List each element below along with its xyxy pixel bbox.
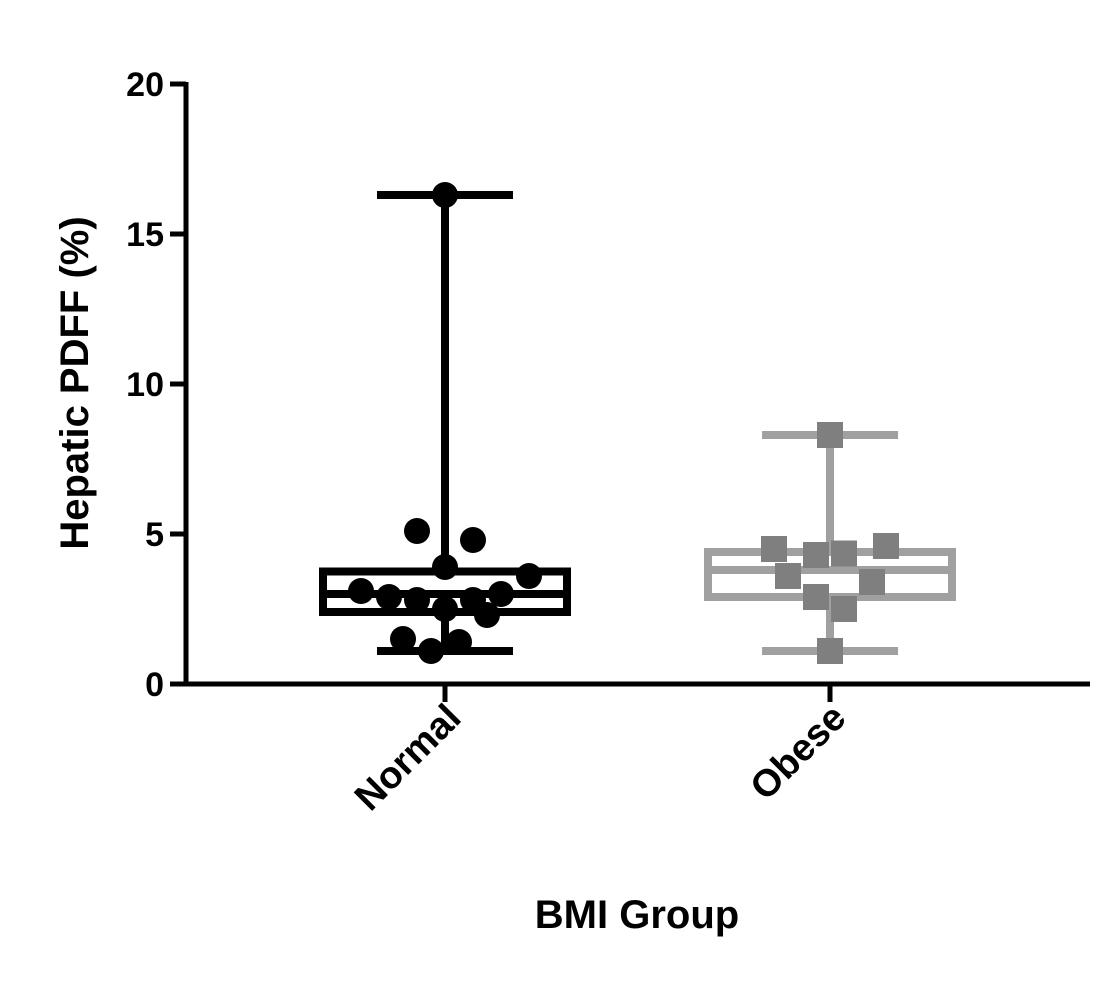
normal-point-13 bbox=[488, 581, 514, 607]
normal-point-8 bbox=[432, 596, 458, 622]
normal-point-5 bbox=[418, 638, 444, 664]
obese-point-7 bbox=[831, 596, 857, 622]
obese-box-iqr bbox=[704, 548, 956, 601]
normal-point-7 bbox=[432, 554, 458, 580]
normal-point-6 bbox=[432, 182, 458, 208]
y-axis-title: Hepatic PDFF (%) bbox=[53, 216, 97, 549]
obese-point-2 bbox=[803, 542, 829, 568]
obese-point-9 bbox=[873, 533, 899, 559]
x-tick-label-normal: Normal bbox=[347, 697, 469, 819]
normal-point-4 bbox=[390, 626, 416, 652]
x-tick-label-obese: Obese bbox=[743, 697, 855, 809]
obese-point-8 bbox=[859, 569, 885, 595]
obese-point-4 bbox=[817, 422, 843, 448]
obese-point-5 bbox=[817, 638, 843, 664]
obese-point-3 bbox=[803, 584, 829, 610]
y-tick-label-5: 5 bbox=[145, 516, 164, 554]
normal-point-10 bbox=[460, 527, 486, 553]
box-obese bbox=[704, 422, 956, 664]
y-tick-label-15: 15 bbox=[126, 216, 164, 254]
obese-point-1 bbox=[775, 563, 801, 589]
obese-point-6 bbox=[831, 540, 857, 567]
normal-point-12 bbox=[474, 602, 500, 628]
y-tick-label-0: 0 bbox=[145, 666, 164, 704]
obese-point-0 bbox=[761, 536, 787, 562]
y-tick-label-10: 10 bbox=[126, 366, 164, 404]
normal-point-9 bbox=[446, 629, 472, 655]
axes: 0 5 10 15 20 Normal Obese bbox=[126, 66, 1090, 819]
normal-point-3 bbox=[404, 587, 430, 613]
normal-point-2 bbox=[404, 518, 430, 544]
normal-point-14 bbox=[516, 563, 542, 589]
box-normal bbox=[319, 182, 571, 664]
normal-point-0 bbox=[348, 578, 374, 604]
plot-area bbox=[319, 182, 956, 664]
x-axis-title: BMI Group bbox=[535, 893, 739, 937]
normal-point-1 bbox=[376, 584, 402, 610]
y-tick-label-20: 20 bbox=[126, 66, 164, 104]
